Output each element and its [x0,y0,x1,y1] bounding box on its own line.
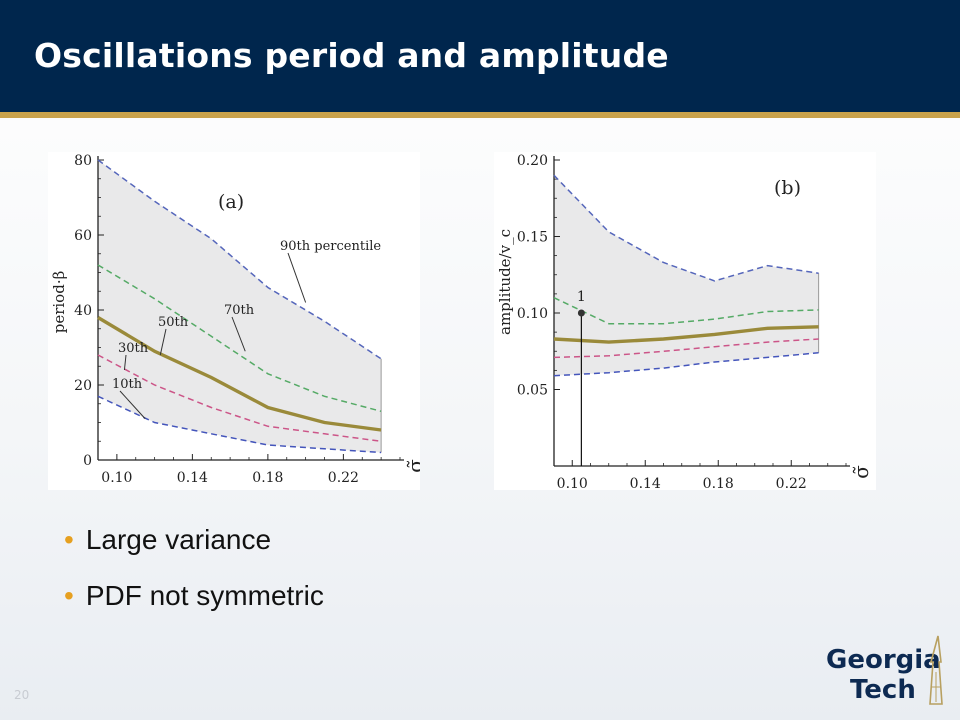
chart-b-marker-label: 1 [577,289,586,305]
chart-b-series-90th [553,174,819,282]
chart-b-series-10th [553,352,819,377]
tower-icon [929,635,943,705]
chart-a-x-tick-label: 0.18 [252,470,283,486]
chart-b-marker-point [577,309,585,317]
chart-b-series-70th [553,297,819,325]
chart-b-x-tick-label: 0.14 [630,476,661,490]
bullet-item: • PDF not symmetric [64,568,324,624]
chart-period-panel: 0 20 40 60 80 0.10 0.14 0.18 0.22 period·β σ̃ (a) 90… [48,152,420,490]
chart-a-label-leader [231,316,246,352]
bullet-text: PDF not symmetric [85,580,324,611]
chart-a-series-70th [97,264,382,413]
bullet-text: Large variance [85,524,272,555]
chart-a-label-leader [159,328,167,356]
chart-a-y-tick-label: 80 [74,153,92,169]
slide-number: 20 [14,688,30,702]
chart-a-x-axis-label: σ̃ [403,459,420,473]
chart-a-x-tick-label: 0.22 [328,470,359,486]
logo-line2: Tech [850,675,916,705]
chart-b-x-axis-label: σ̃ [849,465,873,479]
chart-period: 0 20 40 60 80 0.10 0.14 0.18 0.22 period·β σ̃ (a) 90… [50,153,420,486]
chart-a-y-tick-label: 60 [74,228,92,244]
bullet-dot-icon: • [64,580,74,611]
chart-b-x-tick-label: 0.18 [703,476,734,490]
chart-a-series-label: 90th percentile [280,239,381,254]
chart-amplitude: 0.05 0.10 0.15 0.20 0.10 0.14 0.18 0.22 amplitud… [496,153,873,490]
chart-a-panel-label: (a) [218,191,244,213]
chart-b-x-tick-label: 0.22 [776,476,807,490]
chart-b-series-50th [553,325,819,344]
chart-b-y-tick-label: 0.05 [517,383,548,399]
slide-title: Oscillations period and amplitude [34,36,669,75]
chart-a-series-90th [97,159,382,360]
chart-b-series-30th [553,338,819,359]
chart-a-x-tick-label: 0.10 [101,470,132,486]
bullet-dot-icon: • [64,524,74,555]
georgia-tech-logo: Georgia Tech [826,635,943,705]
chart-a-percentile-band [98,160,382,453]
chart-a-series-50th [97,316,382,432]
chart-a-series-30th [97,354,382,443]
chart-a-series-label: 50th [158,315,189,330]
chart-a-series-label: 30th [118,341,149,356]
title-bar [0,0,960,112]
chart-b-y-tick-label: 0.15 [517,230,548,246]
title-underline [0,112,960,118]
chart-b-y-tick-label: 0.10 [517,306,548,322]
chart-a-y-tick-label: 20 [74,378,92,394]
chart-a-label-leader [287,252,307,303]
chart-a-label-leader [119,390,146,420]
chart-a-y-tick-label: 40 [74,303,92,319]
chart-b-percentile-band [554,175,819,376]
chart-amplitude-panel: 0.05 0.10 0.15 0.20 0.10 0.14 0.18 0.22 amplitud… [494,152,876,490]
chart-a-y-axis-label: period·β [50,271,68,334]
chart-b-y-axis-label: amplitude/v_c [496,229,514,335]
chart-a-label-leader [123,354,127,371]
chart-b-x-tick-label: 0.10 [557,476,588,490]
bullet-list: • Large variance • PDF not symmetric [64,512,324,624]
chart-a-y-tick-label: 0 [83,453,92,469]
logo-line1: Georgia [826,645,941,675]
chart-a-series-label: 10th [112,377,143,392]
chart-b-y-tick-label: 0.20 [517,153,548,169]
bullet-item: • Large variance [64,512,324,568]
chart-a-series-label: 70th [224,303,255,318]
chart-a-x-tick-label: 0.14 [177,470,208,486]
chart-b-panel-label: (b) [774,177,801,199]
